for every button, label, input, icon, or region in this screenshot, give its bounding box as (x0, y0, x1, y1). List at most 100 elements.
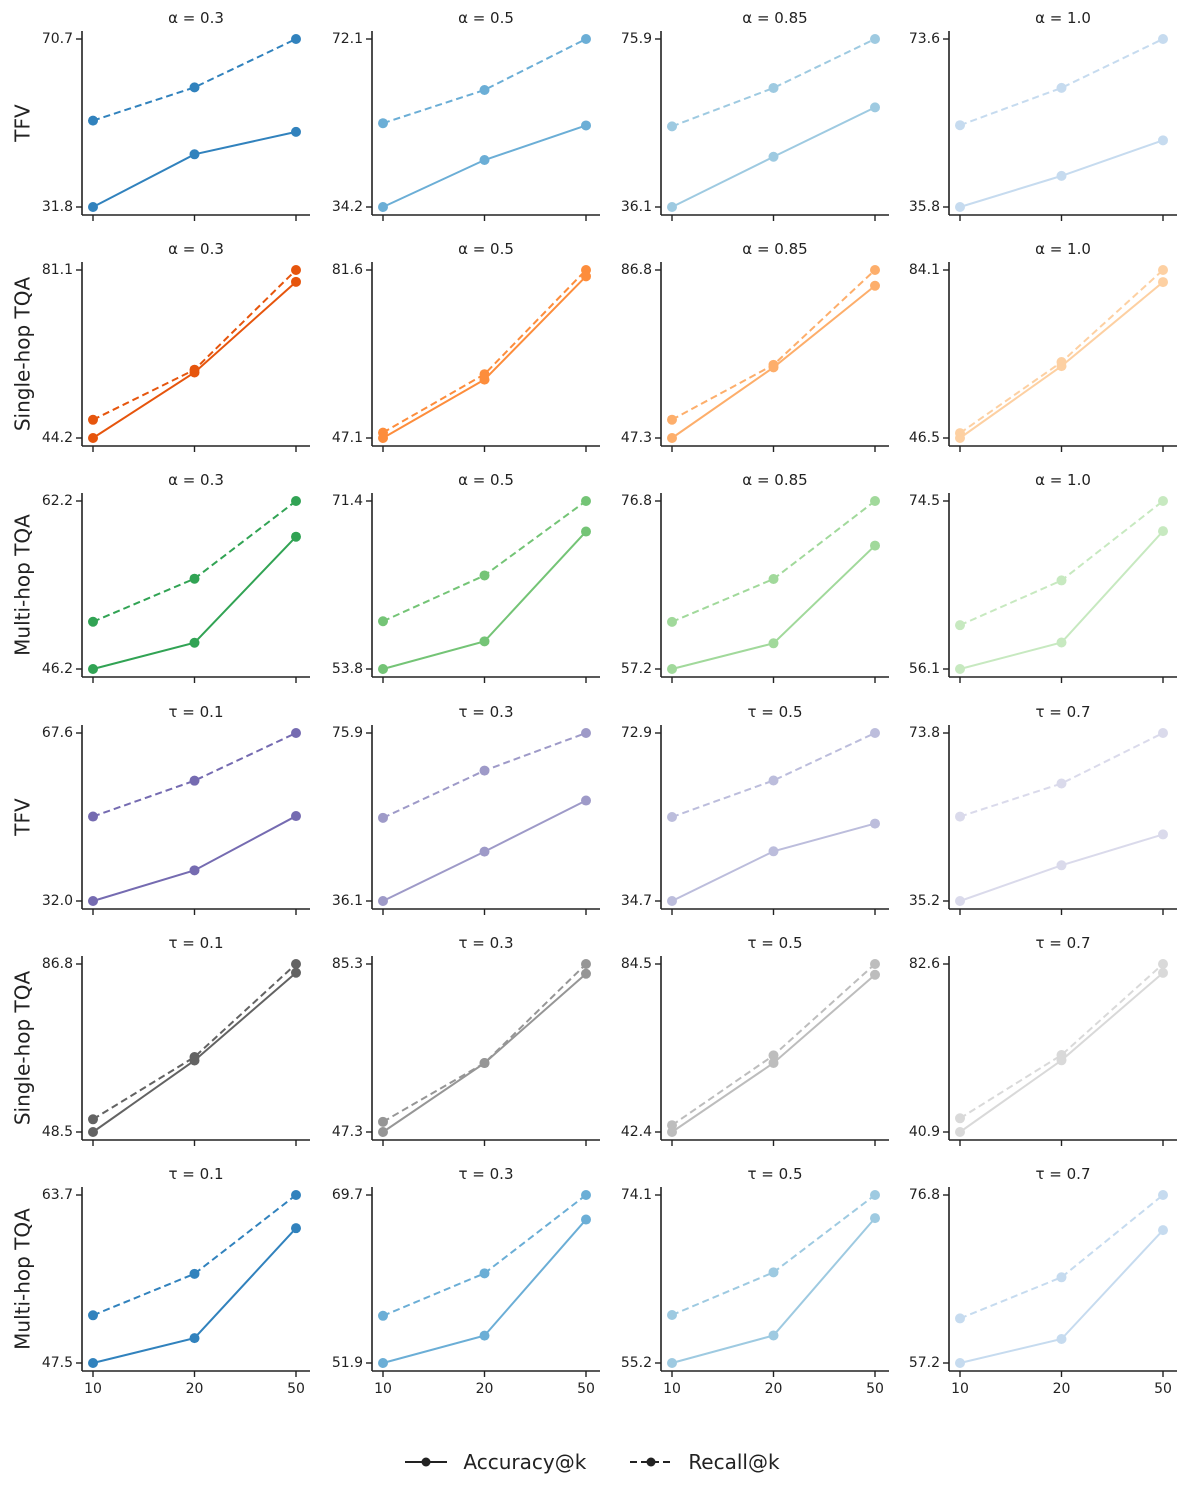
panel: α = 1.0 74.5 56.1 (909, 471, 1177, 683)
x-tick-label: 10 (951, 1381, 969, 1397)
accuracy-point (88, 1127, 98, 1137)
accuracy-point (768, 151, 779, 162)
y-tick-label: 62.2 (42, 493, 73, 509)
recall-point (955, 1113, 965, 1124)
panel-title: τ = 0.5 (748, 934, 803, 952)
recall-point (768, 775, 779, 786)
accuracy-point (291, 811, 301, 822)
y-tick-label: 47.1 (332, 430, 363, 446)
recall-point (378, 616, 388, 627)
legend-item-recall: Recall@k (628, 1450, 780, 1474)
y-tick-label: 67.6 (42, 725, 73, 741)
accuracy-point (189, 1055, 200, 1066)
accuracy-point (88, 664, 98, 674)
x-tick-label: 50 (866, 1381, 884, 1397)
y-tick-label: 81.1 (42, 262, 73, 278)
accuracy-point (955, 202, 965, 212)
y-tick-label: 57.2 (621, 661, 652, 677)
recall-point (581, 34, 591, 44)
recall-point (88, 115, 98, 126)
y-tick-label: 44.2 (42, 430, 73, 446)
y-tick-label: 47.3 (332, 1124, 363, 1140)
accuracy-point (581, 968, 591, 979)
recall-line (959, 38, 1164, 127)
accuracy-point (581, 1214, 591, 1225)
accuracy-point (189, 1333, 200, 1344)
accuracy-point (291, 967, 301, 978)
accuracy-point (955, 896, 965, 906)
recall-point (378, 812, 388, 823)
x-tick-label: 10 (84, 1381, 102, 1397)
recall-line (92, 269, 297, 421)
recall-point (955, 811, 965, 822)
y-tick-label: 57.2 (909, 1355, 940, 1371)
y-tick-label: 84.5 (621, 956, 652, 972)
recall-point (479, 765, 490, 776)
panel-title: α = 0.5 (458, 240, 514, 258)
x-tick-label: 10 (663, 1381, 681, 1397)
y-tick-label: 40.9 (909, 1124, 940, 1140)
recall-point (189, 775, 200, 786)
recall-line (92, 732, 297, 818)
y-tick-label: 42.4 (621, 1124, 652, 1140)
y-tick-label: 48.5 (42, 1124, 73, 1140)
panel-title: τ = 0.1 (169, 934, 224, 952)
recall-line (959, 1194, 1164, 1320)
y-tick-label: 35.2 (909, 893, 940, 909)
recall-point (955, 120, 965, 131)
accuracy-line (382, 1218, 587, 1364)
panel: α = 0.3 70.7 31.8 (42, 9, 310, 221)
panel: α = 1.0 84.1 46.5 (909, 240, 1177, 452)
legend-label-accuracy: Accuracy@k (463, 1450, 587, 1474)
accuracy-point (955, 433, 965, 443)
recall-line (671, 269, 876, 421)
accuracy-point (1056, 1334, 1067, 1344)
recall-line (382, 38, 587, 125)
panel-title: τ = 0.5 (748, 1165, 803, 1183)
accuracy-point (1158, 135, 1168, 146)
recall-line (382, 963, 587, 1123)
accuracy-point (870, 969, 880, 980)
accuracy-point (667, 1127, 677, 1137)
y-tick-label: 36.1 (621, 199, 652, 215)
accuracy-line (382, 972, 587, 1133)
y-tick-label: 34.2 (332, 199, 363, 215)
small-multiples-chart: TFV α = 0.3 70.7 31.8 α = 0.5 72.1 34.2 α = 0.8… (11, 9, 1177, 1397)
recall-point (378, 118, 388, 129)
y-tick-label: 82.6 (909, 956, 940, 972)
accuracy-point (88, 433, 98, 443)
recall-point (667, 414, 677, 425)
panel: α = 0.5 72.1 34.2 (332, 9, 600, 221)
y-tick-label: 84.1 (909, 262, 940, 278)
recall-point (88, 616, 98, 627)
recall-point (955, 1313, 965, 1324)
panel-title: τ = 0.1 (169, 1165, 224, 1183)
accuracy-point (768, 362, 779, 373)
accuracy-point (378, 896, 388, 906)
recall-point (291, 1190, 301, 1200)
accuracy-point (291, 276, 301, 287)
recall-point (88, 1114, 98, 1125)
accuracy-point (870, 102, 880, 113)
panel-title: α = 0.85 (742, 240, 807, 258)
accuracy-point (1158, 526, 1168, 537)
recall-point (291, 728, 301, 738)
panel-title: τ = 0.7 (1036, 703, 1091, 721)
recall-point (291, 959, 301, 969)
legend-item-accuracy: Accuracy@k (403, 1450, 586, 1474)
recall-line (92, 500, 297, 623)
panel: τ = 0.7 73.8 35.2 (909, 703, 1177, 915)
y-tick-label: 73.8 (909, 725, 940, 741)
recall-point (870, 265, 880, 275)
y-tick-label: 72.9 (621, 725, 652, 741)
panel: τ = 0.3 75.9 36.1 (332, 703, 600, 915)
accuracy-point (667, 1358, 677, 1368)
panel-title: τ = 0.5 (748, 703, 803, 721)
y-tick-label: 36.1 (332, 893, 363, 909)
panel: τ = 0.1 86.8 48.5 (42, 934, 310, 1146)
panel-title: α = 0.3 (168, 9, 224, 27)
recall-point (88, 811, 98, 822)
y-tick-label: 81.6 (332, 262, 363, 278)
y-tick-label: 32.0 (42, 893, 73, 909)
recall-point (667, 812, 677, 822)
